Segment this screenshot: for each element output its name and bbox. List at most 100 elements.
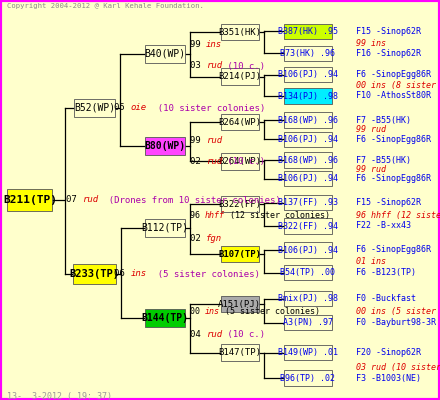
Text: B106(PJ) .94: B106(PJ) .94 bbox=[278, 246, 338, 254]
Text: 03: 03 bbox=[190, 62, 206, 70]
Text: (Drones from 10 sister colonies): (Drones from 10 sister colonies) bbox=[98, 196, 281, 204]
Text: F15 -Sinop62R: F15 -Sinop62R bbox=[356, 27, 422, 36]
Text: F6 -SinopEgg86R: F6 -SinopEgg86R bbox=[356, 246, 431, 254]
Text: 96 hhff (12 sister colonies): 96 hhff (12 sister colonies) bbox=[356, 211, 440, 220]
Text: rud: rud bbox=[206, 136, 222, 145]
Text: 05: 05 bbox=[114, 104, 131, 112]
Text: (12 sister colonies): (12 sister colonies) bbox=[225, 211, 330, 220]
FancyBboxPatch shape bbox=[285, 132, 332, 147]
FancyBboxPatch shape bbox=[221, 296, 259, 312]
FancyBboxPatch shape bbox=[221, 344, 259, 361]
Text: F0 -Bayburt98-3R: F0 -Bayburt98-3R bbox=[356, 318, 436, 327]
Text: 04: 04 bbox=[190, 330, 206, 339]
FancyBboxPatch shape bbox=[285, 315, 332, 330]
FancyBboxPatch shape bbox=[221, 196, 259, 212]
Text: ins: ins bbox=[131, 270, 147, 278]
Text: (10 c.): (10 c.) bbox=[222, 62, 265, 70]
FancyBboxPatch shape bbox=[285, 345, 332, 360]
Text: 07: 07 bbox=[66, 196, 82, 204]
FancyBboxPatch shape bbox=[7, 189, 52, 211]
FancyBboxPatch shape bbox=[221, 114, 259, 130]
Text: F22 -B-xx43: F22 -B-xx43 bbox=[356, 222, 411, 230]
Text: F16 -Sinop62R: F16 -Sinop62R bbox=[356, 49, 422, 58]
FancyBboxPatch shape bbox=[285, 67, 332, 82]
Text: 02: 02 bbox=[190, 157, 206, 166]
Text: F10 -AthosSt80R: F10 -AthosSt80R bbox=[356, 92, 431, 100]
Text: (10 c.): (10 c.) bbox=[222, 157, 265, 166]
Text: 99: 99 bbox=[190, 40, 206, 49]
Text: fgn: fgn bbox=[206, 234, 222, 243]
Text: B107(TP): B107(TP) bbox=[218, 250, 261, 258]
Text: B52(WP): B52(WP) bbox=[74, 103, 115, 113]
Text: F6 -SinopEgg86R: F6 -SinopEgg86R bbox=[356, 135, 431, 144]
Text: (5 sister colonies): (5 sister colonies) bbox=[147, 270, 260, 278]
Text: 00: 00 bbox=[190, 307, 205, 316]
FancyBboxPatch shape bbox=[221, 153, 259, 170]
FancyBboxPatch shape bbox=[285, 152, 332, 168]
FancyBboxPatch shape bbox=[145, 45, 185, 63]
Text: rud: rud bbox=[206, 62, 222, 70]
Text: B137(FF) .93: B137(FF) .93 bbox=[278, 198, 338, 207]
FancyBboxPatch shape bbox=[221, 68, 259, 85]
Text: F7 -B55(HK): F7 -B55(HK) bbox=[356, 156, 411, 164]
FancyBboxPatch shape bbox=[285, 242, 332, 258]
Text: 99 ins: 99 ins bbox=[356, 39, 386, 48]
Text: B351(HK): B351(HK) bbox=[218, 28, 261, 36]
Text: F15 -Sinop62R: F15 -Sinop62R bbox=[356, 198, 422, 207]
Text: hhff: hhff bbox=[205, 211, 225, 220]
Text: B106(PJ) .94: B106(PJ) .94 bbox=[278, 174, 338, 183]
Text: Copyright 2004-2012 @ Karl Kehale Foundation.: Copyright 2004-2012 @ Karl Kehale Founda… bbox=[7, 3, 203, 9]
Text: B54(TP) .00: B54(TP) .00 bbox=[281, 268, 335, 277]
FancyBboxPatch shape bbox=[145, 219, 185, 237]
FancyBboxPatch shape bbox=[285, 46, 332, 61]
Text: 06: 06 bbox=[114, 270, 131, 278]
FancyBboxPatch shape bbox=[285, 291, 332, 306]
Text: B149(WP) .01: B149(WP) .01 bbox=[278, 348, 338, 357]
FancyBboxPatch shape bbox=[285, 88, 332, 104]
Text: (5 sister colonies): (5 sister colonies) bbox=[220, 307, 320, 316]
FancyBboxPatch shape bbox=[73, 264, 116, 284]
Text: B112(TP): B112(TP) bbox=[142, 223, 188, 233]
Text: 01 ins: 01 ins bbox=[356, 258, 386, 266]
FancyBboxPatch shape bbox=[285, 171, 332, 186]
Text: B147(TP): B147(TP) bbox=[218, 348, 261, 357]
Text: 96: 96 bbox=[190, 211, 205, 220]
Text: rud: rud bbox=[206, 330, 222, 339]
Text: F3 -B1003(NE): F3 -B1003(NE) bbox=[356, 374, 422, 382]
FancyBboxPatch shape bbox=[145, 309, 185, 327]
Text: B233(TP): B233(TP) bbox=[70, 269, 120, 279]
Text: 00 ins (5 sister colonies): 00 ins (5 sister colonies) bbox=[356, 307, 440, 316]
Text: Bmix(PJ) .98: Bmix(PJ) .98 bbox=[278, 294, 338, 303]
Text: rud: rud bbox=[82, 196, 98, 204]
Text: B168(WP) .96: B168(WP) .96 bbox=[278, 116, 338, 124]
Text: F7 -B55(HK): F7 -B55(HK) bbox=[356, 116, 411, 124]
Text: 03 rud (10 sister colonies): 03 rud (10 sister colonies) bbox=[356, 363, 440, 372]
Text: oie: oie bbox=[131, 104, 147, 112]
Text: 00 ins (8 sister colonies): 00 ins (8 sister colonies) bbox=[356, 81, 440, 90]
FancyBboxPatch shape bbox=[285, 370, 332, 386]
Text: ins: ins bbox=[206, 40, 222, 49]
Text: B96(TP) .02: B96(TP) .02 bbox=[281, 374, 335, 382]
Text: B80(WP): B80(WP) bbox=[144, 141, 186, 151]
Text: rud: rud bbox=[206, 157, 222, 166]
Text: B322(FF): B322(FF) bbox=[218, 200, 261, 208]
Text: B211(TP): B211(TP) bbox=[3, 195, 57, 205]
Text: F0 -Buckfast: F0 -Buckfast bbox=[356, 294, 416, 303]
FancyBboxPatch shape bbox=[74, 99, 115, 117]
Text: B73(HK) .96: B73(HK) .96 bbox=[281, 49, 335, 58]
FancyBboxPatch shape bbox=[221, 246, 259, 262]
Text: B264(WP): B264(WP) bbox=[218, 118, 261, 126]
Text: F6 -SinopEgg86R: F6 -SinopEgg86R bbox=[356, 70, 431, 79]
FancyBboxPatch shape bbox=[285, 24, 332, 39]
Text: B106(PJ) .94: B106(PJ) .94 bbox=[278, 70, 338, 79]
Text: F6 -B123(TP): F6 -B123(TP) bbox=[356, 268, 416, 277]
FancyBboxPatch shape bbox=[221, 24, 259, 40]
Text: 99: 99 bbox=[190, 136, 206, 145]
Text: 13-  3-2012 ( 19: 37): 13- 3-2012 ( 19: 37) bbox=[7, 392, 112, 400]
Text: B322(FF) .94: B322(FF) .94 bbox=[278, 222, 338, 230]
Text: A3(PN) .97: A3(PN) .97 bbox=[283, 318, 333, 327]
Text: B387(HK) .95: B387(HK) .95 bbox=[278, 27, 338, 36]
Text: 02: 02 bbox=[190, 234, 206, 243]
Text: (10 sister colonies): (10 sister colonies) bbox=[147, 104, 265, 112]
Text: B134(PJ) .98: B134(PJ) .98 bbox=[278, 92, 338, 100]
